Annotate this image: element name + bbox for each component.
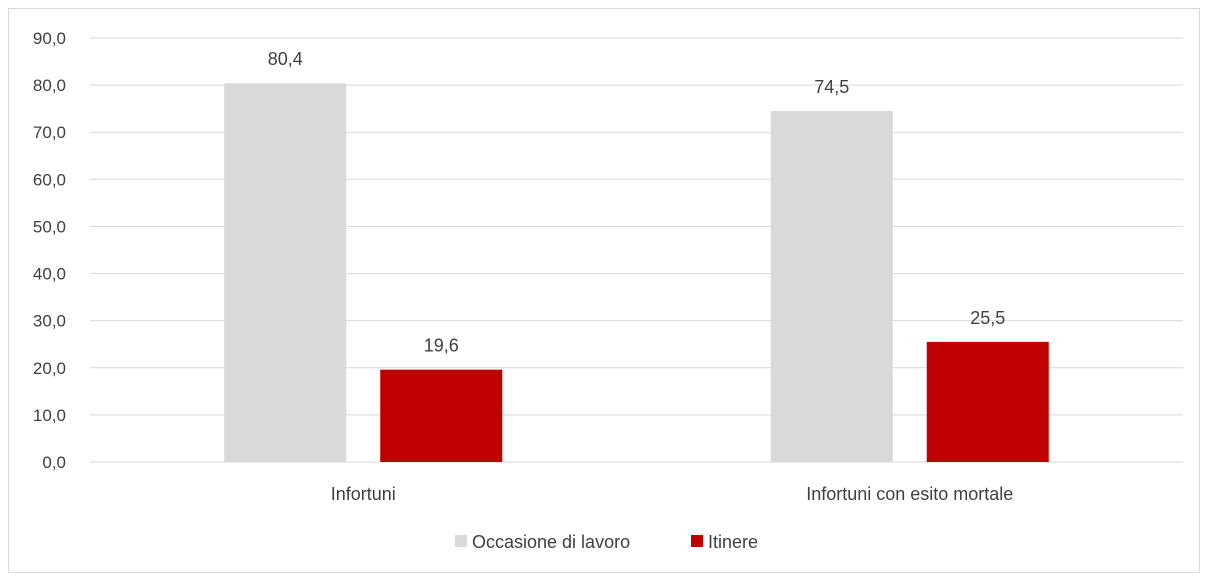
bar-itinere: [926, 341, 1049, 462]
y-tick-label: 40,0: [33, 265, 66, 284]
y-tick-label: 0,0: [42, 453, 66, 472]
chart-frame: [8, 8, 1200, 573]
data-labels: 80,4 19,6 74,5 25,5: [268, 49, 1006, 355]
bar-itinere: [380, 369, 503, 462]
data-label: 19,6: [424, 336, 459, 356]
data-label: 74,5: [814, 77, 849, 97]
bar-occasione-di-lavoro: [224, 83, 347, 462]
legend-swatch: [691, 535, 703, 547]
legend: Occasione di lavoro Itinere: [455, 532, 758, 552]
x-category-label: Infortuni con esito mortale: [806, 484, 1013, 504]
legend-label: Itinere: [708, 532, 758, 552]
data-label: 25,5: [970, 308, 1005, 328]
x-axis-category-labels: Infortuni Infortuni con esito mortale: [331, 484, 1014, 504]
x-category-label: Infortuni: [331, 484, 396, 504]
y-tick-label: 10,0: [33, 406, 66, 425]
legend-label: Occasione di lavoro: [472, 532, 630, 552]
y-tick-label: 90,0: [33, 29, 66, 48]
y-tick-label: 20,0: [33, 359, 66, 378]
y-tick-label: 60,0: [33, 170, 66, 189]
data-label: 80,4: [268, 49, 303, 69]
y-tick-label: 50,0: [33, 217, 66, 236]
bar-occasione-di-lavoro: [770, 111, 893, 463]
y-tick-label: 80,0: [33, 76, 66, 95]
legend-swatch: [455, 535, 467, 547]
y-tick-label: 30,0: [33, 312, 66, 331]
bars: [224, 83, 1049, 463]
y-axis-tick-labels: 0,0 10,0 20,0 30,0 40,0 50,0 60,0 70,0 80,0 90,0: [33, 29, 66, 472]
y-tick-label: 70,0: [33, 123, 66, 142]
